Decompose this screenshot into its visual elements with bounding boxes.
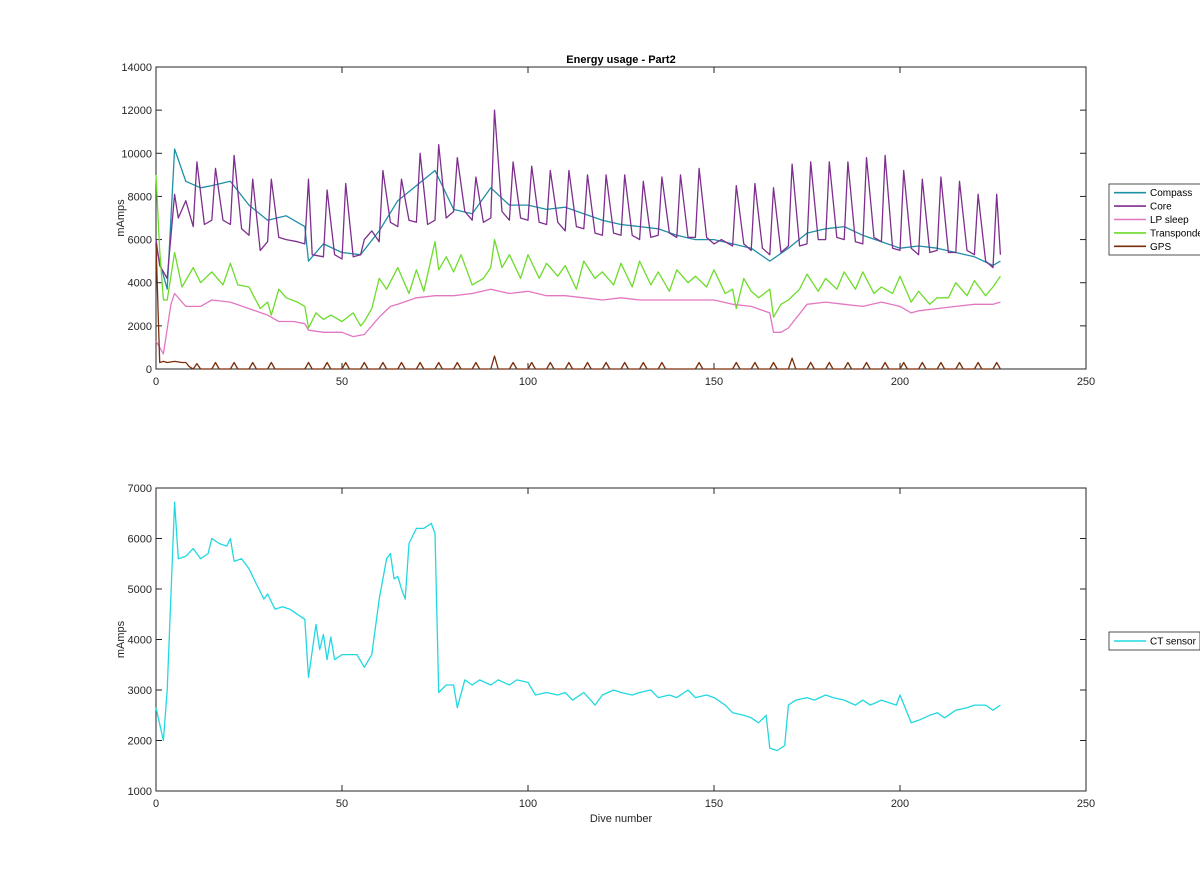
- y-tick-label: 6000: [128, 534, 152, 546]
- legend-entry: Compass: [1150, 188, 1192, 199]
- plot-area: [155, 487, 1087, 792]
- x-tick-label: 150: [705, 798, 723, 810]
- y-tick-label: 2000: [128, 736, 152, 748]
- x-tick-label: 250: [1077, 376, 1095, 388]
- legend-entry: Core: [1150, 202, 1172, 213]
- x-axis-label: Dive number: [590, 813, 653, 825]
- y-tick-label: 4000: [128, 635, 152, 647]
- y-tick-label: 0: [146, 364, 152, 376]
- x-tick-label: 0: [153, 376, 159, 388]
- legend-entry: LP sleep: [1150, 215, 1189, 226]
- x-tick-label: 100: [519, 798, 537, 810]
- legend-entry: CT sensor: [1150, 637, 1197, 648]
- x-tick-label: 50: [336, 798, 348, 810]
- legend-entry: GPS: [1150, 242, 1171, 253]
- y-tick-label: 4000: [128, 278, 152, 290]
- legend-entry: Transponder: [1150, 228, 1200, 239]
- y-tick-label: 8000: [128, 191, 152, 203]
- y-axis-label: mAmps: [115, 199, 127, 237]
- y-tick-label: 6000: [128, 235, 152, 247]
- energy-usage-axes: 0 50 100 150 200 250 0 2000 4000 6000 8000 10000 120…: [115, 54, 1200, 388]
- y-axis-label: mAmps: [115, 620, 127, 658]
- y-tick-label: 1000: [128, 786, 152, 798]
- x-tick-label: 250: [1077, 798, 1095, 810]
- x-tick-label: 200: [891, 798, 909, 810]
- y-tick-label: 5000: [128, 584, 152, 596]
- y-tick-label: 14000: [121, 62, 152, 74]
- series-line-core: [155, 109, 1002, 280]
- series-line-ct-sensor: [155, 501, 1001, 752]
- x-tick-label: 150: [705, 376, 723, 388]
- y-tick-label: 7000: [128, 483, 152, 495]
- x-tick-label: 100: [519, 376, 537, 388]
- y-tick-label: 12000: [121, 105, 152, 117]
- ct-sensor-axes: 0 50 100 150 200 250 1000 2000 3000 4000 5000 6000 7…: [115, 483, 1200, 825]
- series-line-transponder: [155, 174, 1001, 329]
- x-tick-label: 0: [153, 798, 159, 810]
- legend-box: [1108, 631, 1200, 651]
- series-line-lp-sleep: [155, 288, 1001, 355]
- y-tick-label: 10000: [121, 148, 152, 160]
- chart-title: Energy usage - Part2: [566, 54, 675, 66]
- y-tick-label: 3000: [128, 685, 152, 697]
- x-tick-label: 50: [336, 376, 348, 388]
- series-line-gps: [155, 243, 1001, 370]
- plot-area: [155, 66, 1087, 370]
- y-tick-label: 2000: [128, 321, 152, 333]
- x-tick-label: 200: [891, 376, 909, 388]
